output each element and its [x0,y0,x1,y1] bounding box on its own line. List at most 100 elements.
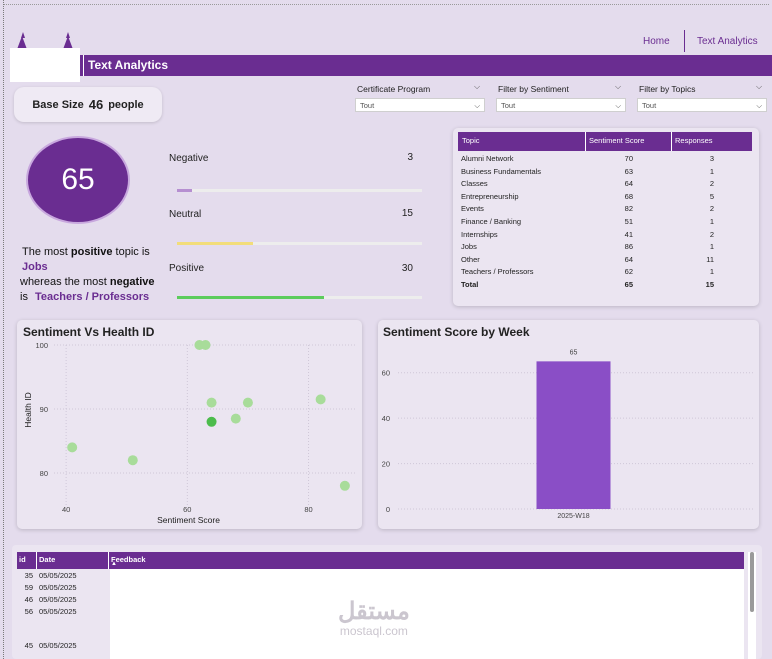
filter-topics-value: Tout [642,101,657,110]
feedback-scrollbar-thumb[interactable] [750,552,754,612]
header-sentiment-score[interactable]: Sentiment Score [589,136,645,145]
cell-date: 05/05/2025 [39,571,77,580]
scatter-point [206,397,217,408]
table-row[interactable]: Classes 64 2 [458,178,752,191]
cell-topic: Other [461,254,480,264]
cell-id: 46 [24,595,33,604]
table-row[interactable]: Finance / Banking 51 1 [458,216,752,229]
header-divider [36,552,37,569]
positive-topic: Jobs [22,261,48,273]
cell-id: 56 [24,607,33,616]
filter-certificate-value: Tout [360,101,375,110]
cell-topic: Internships [461,229,498,239]
header-id[interactable]: id [19,555,26,564]
filter-topics-chevron-icon[interactable]: ⌵ [756,82,763,91]
base-size-label: Base Size [32,98,84,111]
scatter-chart-title: Sentiment Vs Health ID [23,325,155,339]
cell-sentiment-score: 62 [624,267,633,277]
filter-sentiment-label: Filter by Sentiment [498,84,569,94]
table-row[interactable]: 59 05/05/2025 [17,583,109,595]
x-tick-label: 80 [304,505,312,514]
header-divider [585,132,586,151]
cell-responses: 1 [709,267,714,277]
filter-sentiment-select[interactable]: Tout ⌵ [496,98,626,112]
table-row[interactable]: Teachers / Professors 62 1 [458,266,752,279]
topic-table-total-row[interactable]: Total 65 15 [458,279,752,292]
cell-topic: Teachers / Professors [461,267,534,277]
nav-home-link[interactable]: Home [643,36,670,47]
topic-table-header: Topic Sentiment Score Responses [458,132,752,151]
cell-id: 59 [24,583,33,592]
sentiment-positive-fill [177,296,324,299]
summary-line-1: The most positive topic is [22,246,150,258]
chevron-down-icon: ⌵ [474,101,480,110]
filter-sentiment-value: Tout [501,101,516,110]
y-tick-label: 20 [382,460,390,469]
header-feedback[interactable]: Feedback [111,555,146,564]
y-tick-label: 100 [35,341,48,350]
y-tick-label: 80 [40,469,48,478]
overall-score-circle: 65 [26,136,130,224]
bar-data-label: 65 [570,349,578,356]
table-row[interactable]: 35 05/05/2025 [17,571,109,583]
chevron-down-icon: ⌵ [615,101,621,110]
table-row[interactable]: Jobs 86 1 [458,241,752,254]
filter-certificate-select[interactable]: Tout ⌵ [355,98,485,112]
summary-text: topic is [112,246,150,258]
scatter-point [127,455,138,466]
header-date[interactable]: Date [39,555,56,564]
table-row[interactable]: Other 64 11 [458,254,752,267]
base-size-card: Base Size 46 people [14,87,162,122]
scatter-chart: 80 90 100 40 60 80 Sentiment Score Health ID [23,340,357,525]
header-divider [108,552,109,569]
table-row[interactable]: 45 05/05/2025 [17,641,109,653]
sentiment-neutral-count: 15 [401,208,413,219]
bar-chart-title: Sentiment Score by Week [383,325,530,339]
cell-date: 05/05/2025 [39,607,77,616]
header-topic[interactable]: Topic [462,136,480,145]
sentiment-neutral-bar [177,242,422,245]
cell-sentiment-score: 70 [624,154,633,163]
filter-sentiment-chevron-icon[interactable]: ⌵ [615,82,622,91]
table-row[interactable]: Business Fundamentals 63 1 [458,166,752,179]
nav-separator [684,30,685,52]
table-row[interactable]: Internships 41 2 [458,229,752,242]
watermark-latin: mostaql.com [339,624,408,638]
chevron-down-icon: ⌵ [756,101,762,110]
table-row[interactable] [17,625,109,637]
cell-topic: Jobs [461,242,477,252]
table-row[interactable]: Alumni Network 70 3 [458,153,752,166]
cell-responses: 5 [709,191,714,201]
table-row[interactable]: Entrepreneurship 68 5 [458,191,752,204]
header-responses[interactable]: Responses [675,136,713,145]
cell-topic: Finance / Banking [461,217,522,226]
frame-top-border [3,4,769,5]
base-size-value: 46 [88,97,104,112]
cell-responses: 11 [706,254,714,264]
summary-bold: positive [70,246,113,258]
cell-sentiment-score: 86 [624,242,633,252]
title-banner [80,55,772,76]
feedback-table-header: id Date Feedback ▲ [17,552,744,569]
cell-sentiment-score: 51 [624,217,633,226]
sentiment-negative-label: Negative [169,153,209,164]
banner-separator [83,55,84,76]
filter-topics-select[interactable]: Tout ⌵ [637,98,767,112]
y-tick-label: 40 [382,414,390,423]
x-tick-label: 60 [183,505,191,514]
cell-sentiment-score: 63 [624,166,633,176]
cell-sentiment-score: 41 [624,229,633,239]
summary-text: is [20,291,28,303]
nav-text-analytics-link[interactable]: Text Analytics [697,36,758,47]
filter-certificate-chevron-icon[interactable]: ⌵ [474,82,481,91]
table-row[interactable]: 56 05/05/2025 [17,607,109,619]
cell-id: 45 [24,641,33,650]
y-tick-label: 60 [382,369,390,378]
cell-responses: 2 [709,179,714,189]
bar [536,361,611,509]
sort-ascending-icon[interactable]: ▲ [111,561,117,567]
table-row[interactable]: 46 05/05/2025 [17,595,109,607]
table-row[interactable]: Events 82 2 [458,203,752,216]
sentiment-positive-bar [177,296,422,299]
sentiment-positive-label: Positive [169,263,205,274]
